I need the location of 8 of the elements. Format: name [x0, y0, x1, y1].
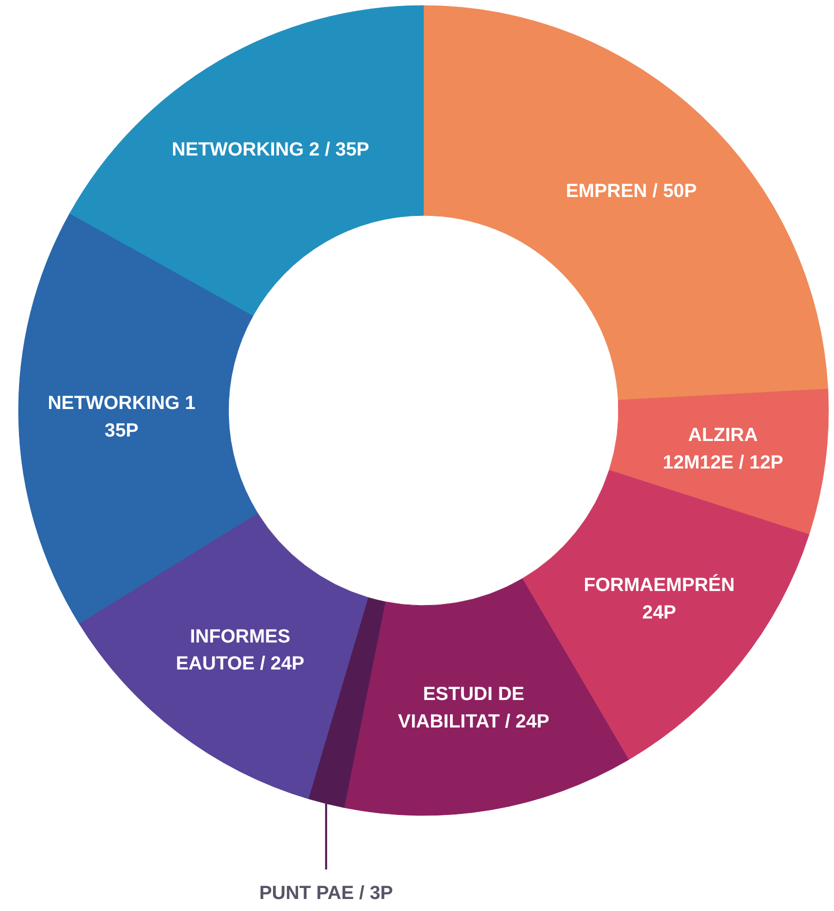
slice-label: EMPREN / 50P — [566, 180, 698, 202]
slice-label: INFORMES EAUTOE / 24P — [176, 626, 305, 675]
slice-label: PUNT PAE / 3P — [259, 883, 394, 904]
slice-label: ALZIRA 12M12E / 12P — [662, 425, 784, 474]
slice-label: NETWORKING 2 / 35P — [172, 140, 370, 161]
slice-label: FORMAEMPRÉN 24P — [584, 574, 735, 624]
slice-label: ESTUDI DE VIABILITAT / 24P — [398, 684, 550, 732]
slice-label: NETWORKING 1 35P — [48, 393, 196, 442]
